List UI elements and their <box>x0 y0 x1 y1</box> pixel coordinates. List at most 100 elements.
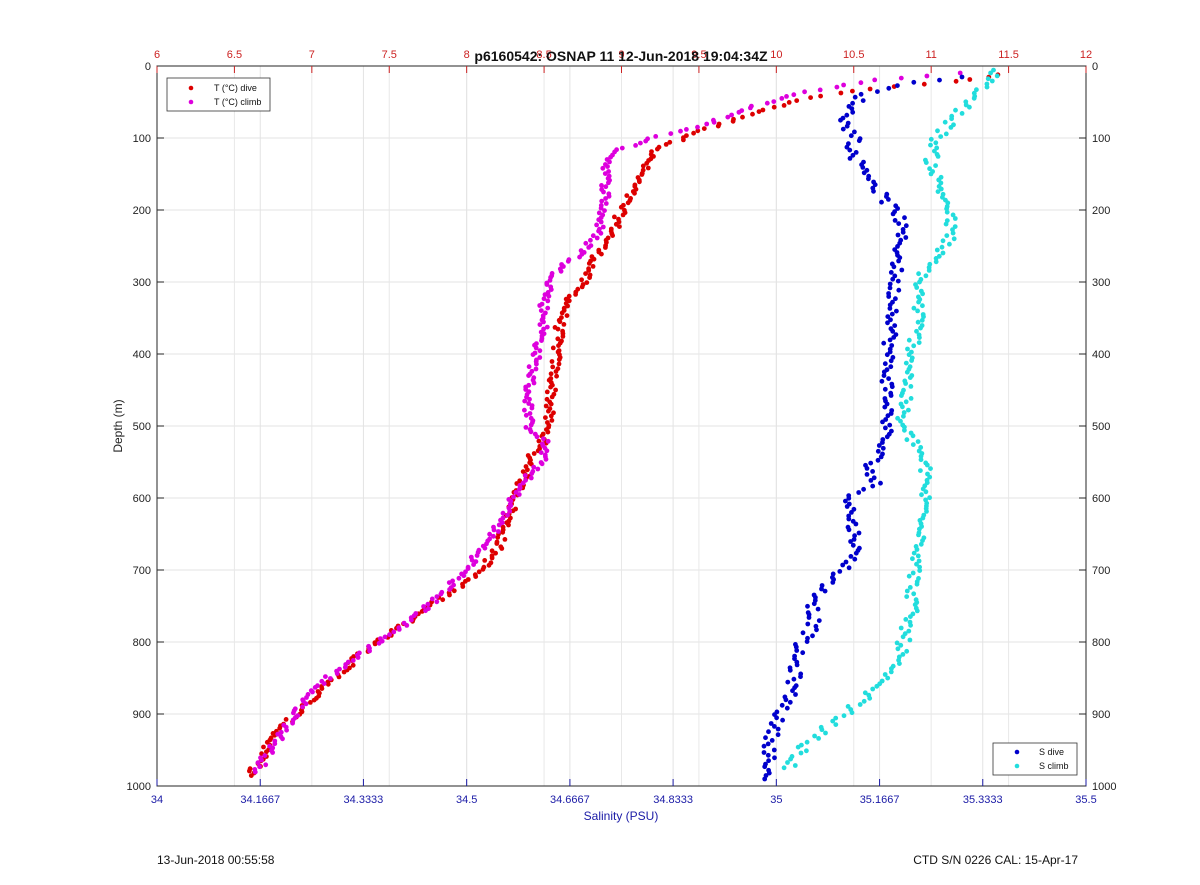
data-point-t-c-dive <box>341 669 347 675</box>
data-point-s-climb <box>933 140 939 146</box>
legend-marker-s-climb <box>1014 763 1020 769</box>
data-point-t-c-climb <box>529 471 535 476</box>
data-point-t-c-climb <box>537 322 543 327</box>
data-point-s-climb <box>785 760 790 765</box>
depth-tick-label-left: 1000 <box>127 781 151 793</box>
data-point-t-c-climb <box>471 562 476 567</box>
data-point-t-c-dive <box>506 522 511 528</box>
data-point-s-climb <box>894 640 900 646</box>
data-point-s-dive <box>881 369 887 375</box>
data-point-s-dive <box>856 490 862 495</box>
temperature-tick-label: 9.5 <box>691 49 706 61</box>
data-point-s-climb <box>920 303 925 309</box>
data-point-s-climb <box>938 186 944 192</box>
data-point-s-dive <box>837 569 843 574</box>
data-point-t-c-dive <box>715 123 721 129</box>
data-point-t-c-dive <box>473 574 479 579</box>
data-point-s-climb <box>940 238 946 244</box>
data-point-s-climb <box>900 652 906 657</box>
data-point-t-c-dive <box>967 77 973 82</box>
data-point-t-c-dive <box>850 88 855 94</box>
data-point-t-c-climb <box>539 338 544 343</box>
data-point-s-climb <box>899 393 904 398</box>
data-point-t-c-climb <box>280 736 285 742</box>
data-point-s-climb <box>953 107 958 113</box>
data-point-t-c-climb <box>526 373 531 378</box>
data-point-t-c-climb <box>544 282 550 287</box>
data-point-s-dive <box>903 223 909 229</box>
data-point-s-climb <box>901 413 906 419</box>
data-point-t-c-dive <box>480 566 486 572</box>
data-point-s-climb <box>911 550 917 556</box>
data-point-s-dive <box>763 735 768 741</box>
data-point-s-climb <box>885 675 891 681</box>
data-point-s-dive <box>884 434 890 440</box>
data-point-s-climb <box>898 642 904 648</box>
data-point-s-dive <box>791 676 797 682</box>
data-point-s-dive <box>872 182 878 188</box>
data-point-s-dive <box>861 486 866 492</box>
depth-tick-label-left: 700 <box>133 565 151 577</box>
data-point-s-dive <box>885 320 890 326</box>
data-point-t-c-climb <box>541 436 546 442</box>
data-point-s-dive <box>816 618 822 623</box>
data-point-t-c-climb <box>304 695 309 700</box>
salinity-tick-label: 35.5 <box>1075 794 1096 806</box>
data-point-s-dive <box>895 232 901 238</box>
data-point-s-climb <box>927 166 932 172</box>
data-point-s-dive <box>850 109 856 115</box>
data-point-s-dive <box>870 469 875 474</box>
data-point-t-c-climb <box>465 566 471 571</box>
data-point-t-c-climb <box>538 308 544 313</box>
data-point-t-c-dive <box>451 588 457 594</box>
data-point-t-c-climb <box>565 258 571 264</box>
data-point-t-c-dive <box>579 277 584 283</box>
data-point-t-c-climb <box>598 219 604 225</box>
data-point-s-climb <box>933 259 939 265</box>
data-point-t-c-dive <box>561 322 567 327</box>
data-point-s-climb <box>943 131 949 137</box>
data-point-t-c-climb <box>421 604 426 609</box>
data-point-s-dive <box>847 156 853 161</box>
data-point-s-climb <box>933 163 938 169</box>
data-point-t-c-dive <box>531 451 537 456</box>
data-point-s-dive <box>784 705 790 711</box>
data-point-s-climb <box>804 748 809 754</box>
data-point-s-dive <box>787 699 793 705</box>
data-point-t-c-climb <box>259 757 264 763</box>
temperature-tick-label: 9 <box>618 49 624 61</box>
data-point-s-climb <box>935 154 941 159</box>
data-point-s-climb <box>939 244 945 250</box>
data-point-s-dive <box>882 361 888 367</box>
data-point-s-climb <box>804 739 810 745</box>
data-point-t-c-climb <box>586 245 592 250</box>
data-point-t-c-dive <box>617 224 622 230</box>
data-point-s-climb <box>910 556 915 562</box>
data-point-s-dive <box>880 419 885 425</box>
data-point-s-climb <box>908 396 914 401</box>
data-point-t-c-climb <box>594 222 599 228</box>
data-point-t-c-climb <box>522 473 528 478</box>
data-point-t-c-dive <box>603 245 608 250</box>
data-point-s-climb <box>967 104 972 110</box>
data-point-s-dive <box>887 306 893 311</box>
data-point-t-c-climb <box>275 731 281 737</box>
data-point-s-dive <box>774 715 779 721</box>
data-point-t-c-climb <box>653 134 659 139</box>
data-point-s-dive <box>891 335 897 340</box>
data-point-t-c-dive <box>553 369 559 374</box>
data-point-s-climb <box>902 427 907 433</box>
data-point-t-c-climb <box>328 676 333 681</box>
data-point-s-climb <box>923 160 929 166</box>
data-point-t-c-climb <box>784 94 789 99</box>
depth-tick-label-right: 200 <box>1092 205 1110 217</box>
data-point-t-c-climb <box>272 741 278 747</box>
data-point-s-dive <box>878 480 883 486</box>
data-point-t-c-climb <box>257 764 262 770</box>
data-point-s-dive <box>888 317 893 323</box>
data-point-s-climb <box>874 683 880 689</box>
data-point-s-dive <box>861 170 867 176</box>
data-point-t-c-climb <box>303 701 309 707</box>
data-point-s-dive <box>800 650 806 656</box>
data-point-s-climb <box>918 325 923 331</box>
